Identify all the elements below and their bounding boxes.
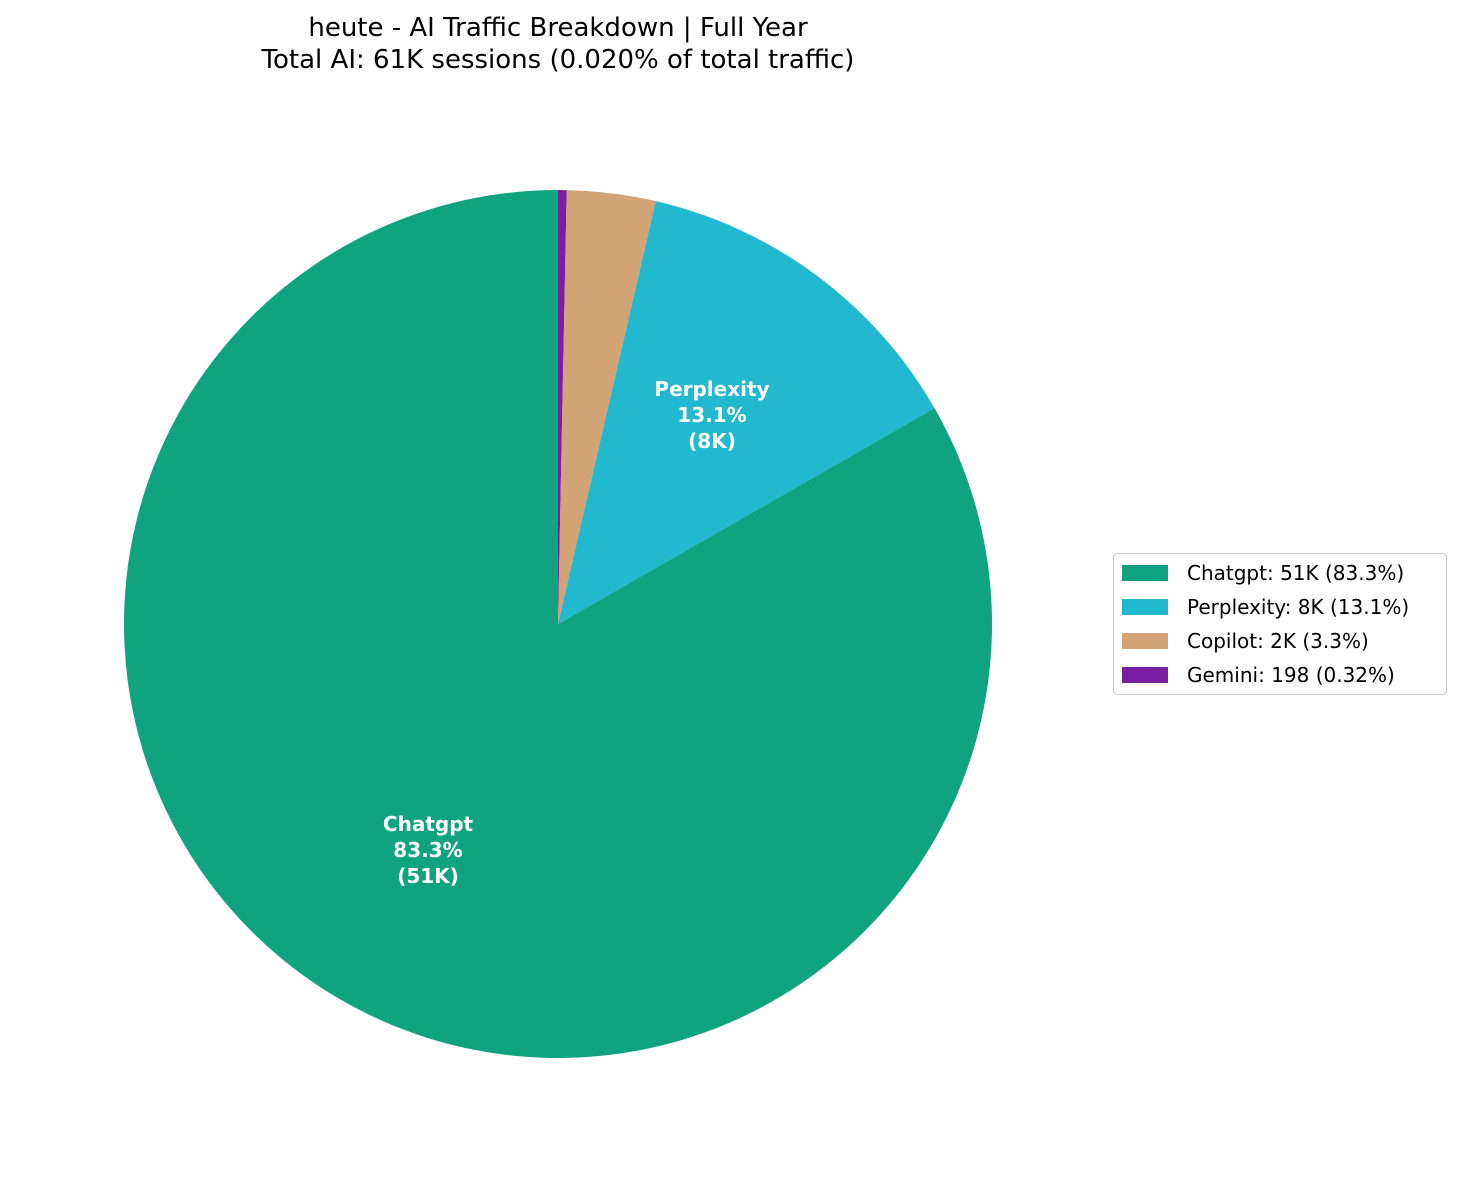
slice-label-chatgpt: Chatgpt 83.3% (51K) (383, 812, 474, 888)
legend-label: Gemini: 198 (0.32%) (1187, 663, 1395, 687)
chart-title: heute - AI Traffic Breakdown | Full Year… (0, 12, 1116, 76)
pie-slice-copilot (558, 190, 656, 624)
svg-text:13.1%: 13.1% (677, 403, 746, 427)
legend-swatch (1122, 565, 1168, 581)
svg-text:83.3%: 83.3% (393, 838, 462, 862)
chart-title-line2: Total AI: 61K sessions (0.020% of total … (261, 45, 855, 75)
pie-chart: Perplexity 13.1% (8K) Chatgpt 83.3% (51K… (123, 190, 992, 1058)
legend-label: Chatgpt: 51K (83.3%) (1187, 561, 1405, 585)
slice-label-perplexity: Perplexity 13.1% (8K) (654, 377, 769, 453)
svg-text:(8K): (8K) (688, 429, 736, 453)
svg-text:Perplexity: Perplexity (654, 377, 769, 401)
legend-swatch (1122, 667, 1168, 683)
pie-slice-perplexity (558, 201, 935, 625)
legend-item-chatgpt: Chatgpt: 51K (83.3%) (1122, 561, 1404, 585)
svg-text:Chatgpt: Chatgpt (383, 812, 474, 836)
pie-slice-gemini (558, 190, 567, 624)
legend-item-copilot: Copilot: 2K (3.3%) (1122, 629, 1369, 653)
pie-slice-chatgpt (123, 190, 992, 1058)
legend-item-gemini: Gemini: 198 (0.32%) (1122, 663, 1395, 687)
legend-item-perplexity: Perplexity: 8K (13.1%) (1122, 595, 1409, 619)
svg-text:(51K): (51K) (397, 864, 459, 888)
legend-label: Perplexity: 8K (13.1%) (1187, 595, 1410, 619)
legend-swatch (1122, 599, 1168, 615)
legend-label: Copilot: 2K (3.3%) (1187, 629, 1369, 653)
legend-swatch (1122, 633, 1168, 649)
chart-legend: Chatgpt: 51K (83.3%) Perplexity: 8K (13.… (1113, 553, 1447, 695)
pie-slices (123, 190, 992, 1058)
chart-title-line1: heute - AI Traffic Breakdown | Full Year (308, 13, 808, 43)
